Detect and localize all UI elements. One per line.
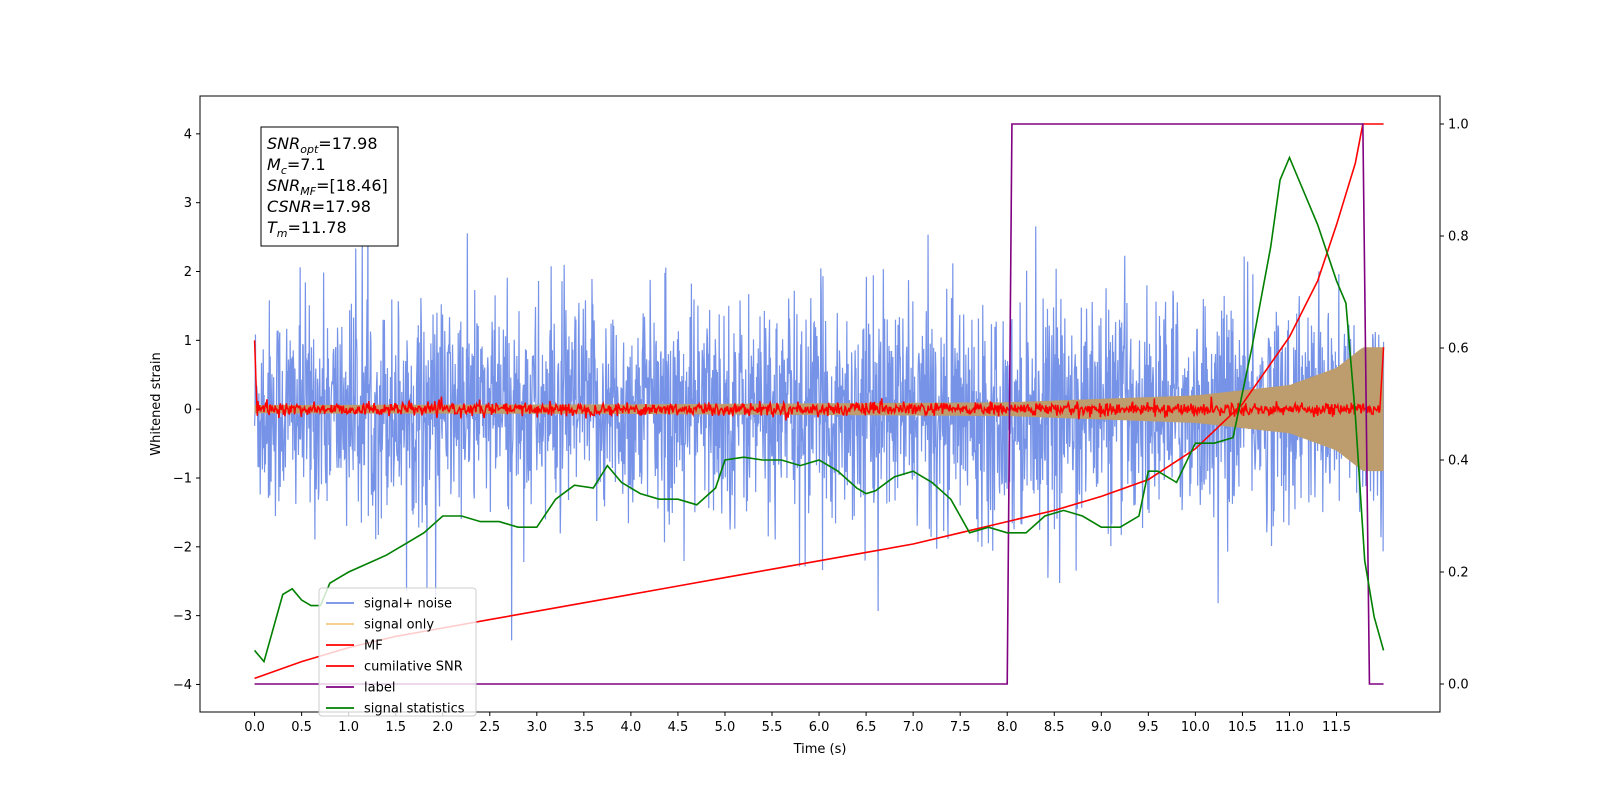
legend: signal+ noise signal only MF cumilative SNR… <box>318 587 477 717</box>
x-tick-label: 0.0 <box>244 720 265 735</box>
x-tick-label: 7.5 <box>950 720 971 735</box>
y-tick-label: −3 <box>173 609 192 624</box>
x-tick-label: 5.0 <box>715 720 736 735</box>
x-tick-label: 1.5 <box>385 720 406 735</box>
x-tick-label: 1.0 <box>338 720 359 735</box>
x-tick-label: 8.0 <box>997 720 1018 735</box>
y2-tick-label: 0.0 <box>1448 678 1469 693</box>
x-tick-label: 9.0 <box>1091 720 1112 735</box>
x-tick-label: 3.0 <box>526 720 547 735</box>
x-tick-label: 8.5 <box>1044 720 1065 735</box>
y2-tick-label: 0.6 <box>1448 342 1469 357</box>
series-mf <box>253 340 1385 421</box>
y-tick-label: 3 <box>184 196 192 211</box>
legend-label: cumilative SNR <box>364 660 463 675</box>
x-tick-label: 5.5 <box>762 720 783 735</box>
info-box-lines: SNRopt=17.98Mc=7.1SNRMF=[18.46]CSNR=17.9… <box>267 134 388 240</box>
info-line: CSNR=17.98 <box>267 197 371 216</box>
x-tick-label: 6.0 <box>809 720 830 735</box>
y-tick-label: −1 <box>173 471 192 486</box>
x-tick-label: 3.5 <box>574 720 595 735</box>
x-tick-label: 0.5 <box>291 720 312 735</box>
x-axis: 0.0 0.5 1.0 1.5 2.0 2.5 3.0 3.5 4.0 4.5 5.0 5.5 6.0 6… <box>244 712 1351 735</box>
x-tick-label: 2.0 <box>432 720 453 735</box>
y-tick-label: −2 <box>173 540 192 555</box>
x-tick-label: 10.5 <box>1228 720 1257 735</box>
x-axis-label: Time (s) <box>793 742 847 757</box>
x-tick-label: 6.5 <box>856 720 877 735</box>
x-tick-label: 2.5 <box>479 720 500 735</box>
y-axis: −4 −3 −2 −1 0 1 2 3 4 <box>173 127 200 693</box>
y2-tick-label: 1.0 <box>1448 118 1469 133</box>
x-tick-label: 10.0 <box>1181 720 1210 735</box>
x-tick-label: 4.0 <box>621 720 642 735</box>
y-tick-label: 0 <box>184 403 192 418</box>
y-tick-label: 1 <box>184 334 192 349</box>
y2-tick-label: 0.8 <box>1448 230 1469 245</box>
info-box: SNRopt=17.98Mc=7.1SNRMF=[18.46]CSNR=17.9… <box>260 126 399 247</box>
series-signal-statistics <box>253 155 1385 664</box>
x-tick-label: 9.5 <box>1138 720 1159 735</box>
info-line: Tm=11.78 <box>267 218 347 240</box>
plot-frame <box>199 95 1441 713</box>
legend-frame <box>318 587 477 717</box>
legend-label: label <box>364 681 395 696</box>
y2-tick-label: 0.4 <box>1448 454 1469 469</box>
legend-entries: signal+ noise signal only MF cumilative SNR… <box>326 597 465 717</box>
info-box-frame <box>260 126 399 247</box>
legend-label: signal+ noise <box>364 597 452 612</box>
series-signal-only <box>254 347 1384 472</box>
y2-axis: 0.0 0.2 0.4 0.6 0.8 1.0 <box>1440 118 1469 693</box>
series-label <box>254 123 1384 685</box>
legend-label: signal only <box>364 618 434 633</box>
x-tick-label: 11.0 <box>1275 720 1304 735</box>
info-line: SNRMF=[18.46] <box>267 176 388 198</box>
info-line: Mc=7.1 <box>267 155 326 177</box>
x-tick-label: 7.0 <box>903 720 924 735</box>
y2-tick-label: 0.2 <box>1448 566 1469 581</box>
info-line: SNRopt=17.98 <box>267 134 378 156</box>
legend-label: signal statistics <box>364 702 465 717</box>
y-tick-label: 2 <box>184 265 192 280</box>
y-tick-label: −4 <box>173 678 192 693</box>
x-tick-label: 4.5 <box>668 720 689 735</box>
x-tick-label: 11.5 <box>1322 720 1351 735</box>
y-tick-label: 4 <box>184 127 192 142</box>
y-axis-label: Whitened strain <box>149 352 164 455</box>
legend-label: MF <box>364 639 383 654</box>
